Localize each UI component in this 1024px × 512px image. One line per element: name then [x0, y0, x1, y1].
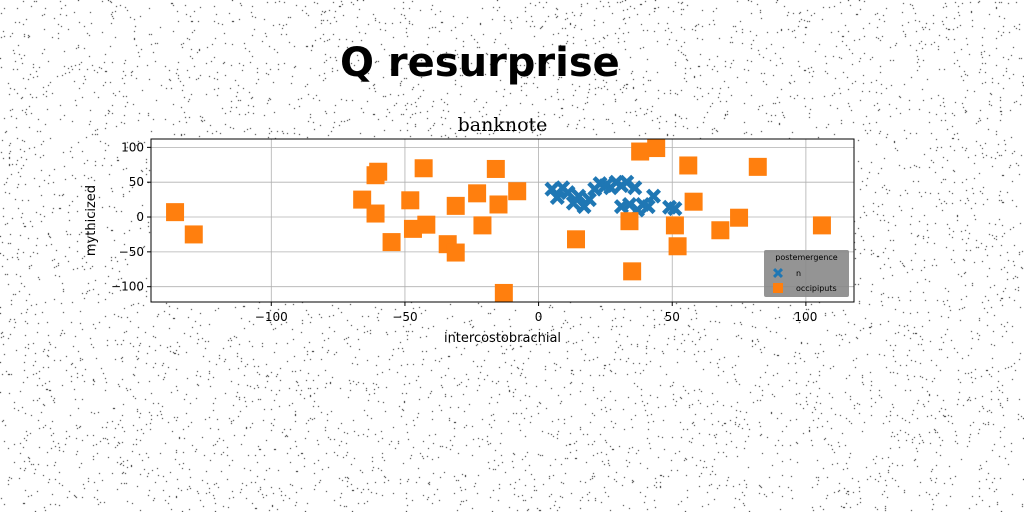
square-marker-point: [748, 157, 767, 176]
y-axis-ticks: −100 −50 0 50 100: [111, 140, 151, 294]
square-marker-point: [446, 243, 465, 262]
x-marker-point: [549, 190, 565, 206]
y-tick-label: −100: [111, 280, 144, 294]
figure-title: Q resurprise: [340, 40, 620, 86]
y-tick-label: 50: [129, 175, 144, 189]
square-marker-point: [494, 283, 513, 302]
square-marker-point: [508, 182, 527, 201]
x-tick-label: 100: [794, 310, 817, 324]
square-marker-point: [166, 203, 185, 222]
data-points: [166, 139, 831, 302]
square-marker-point: [468, 184, 487, 203]
square-marker-point: [647, 139, 666, 158]
series-0: [544, 174, 683, 218]
square-marker-point: [382, 233, 401, 252]
square-marker-point: [414, 159, 433, 178]
square-marker-point: [401, 191, 420, 210]
square-marker-point: [730, 208, 749, 227]
square-marker-point: [184, 225, 203, 244]
square-marker-point: [665, 216, 684, 235]
x-marker-point: [581, 192, 597, 208]
y-tick-label: 0: [136, 210, 144, 224]
square-marker-point: [711, 221, 730, 240]
square-marker-point: [812, 216, 831, 235]
square-marker-point: [668, 237, 687, 256]
x-axis-ticks: −100 −50 0 50 100: [255, 302, 817, 324]
y-tick-label: −50: [119, 245, 144, 259]
legend: postemergence n occipiputs: [764, 250, 849, 297]
square-marker-point: [623, 262, 642, 281]
square-marker-point: [567, 230, 586, 249]
x-marker-point: [560, 185, 576, 201]
series-1: [166, 139, 831, 302]
legend-box: [764, 250, 849, 297]
x-tick-label: 0: [535, 310, 543, 324]
axes-frame: [150, 138, 855, 303]
square-marker-point: [620, 212, 639, 231]
x-marker-point: [627, 180, 643, 196]
legend-label: occipiputs: [796, 284, 837, 293]
square-marker-point: [366, 204, 385, 223]
square-marker-point: [473, 216, 492, 235]
square-marker-point: [684, 192, 703, 211]
square-marker-point: [417, 215, 436, 234]
x-marker-point: [571, 188, 587, 204]
x-tick-label: −100: [255, 310, 288, 324]
legend-marker: [773, 283, 783, 293]
x-marker-point: [640, 199, 656, 215]
legend-title: postemergence: [775, 253, 838, 262]
square-marker-point: [446, 196, 465, 215]
x-axis-label: intercostobrachial: [444, 331, 561, 346]
square-marker-point: [631, 142, 650, 161]
legend-label: n: [796, 269, 801, 278]
x-tick-label: −50: [392, 310, 417, 324]
legend-marker: [773, 268, 783, 278]
square-marker-point: [486, 159, 505, 178]
y-axis-label: mythicized: [84, 185, 99, 256]
square-marker-point: [369, 162, 388, 181]
square-marker-point: [353, 190, 372, 209]
y-tick-label: 100: [121, 140, 144, 154]
square-marker-point: [489, 195, 508, 214]
chart-title: banknote: [458, 114, 548, 136]
x-tick-label: 50: [665, 310, 680, 324]
legend-entries: n occipiputs: [773, 268, 837, 293]
x-marker-point: [646, 188, 662, 204]
square-marker-point: [679, 156, 698, 175]
x-marker-point: [667, 201, 683, 217]
